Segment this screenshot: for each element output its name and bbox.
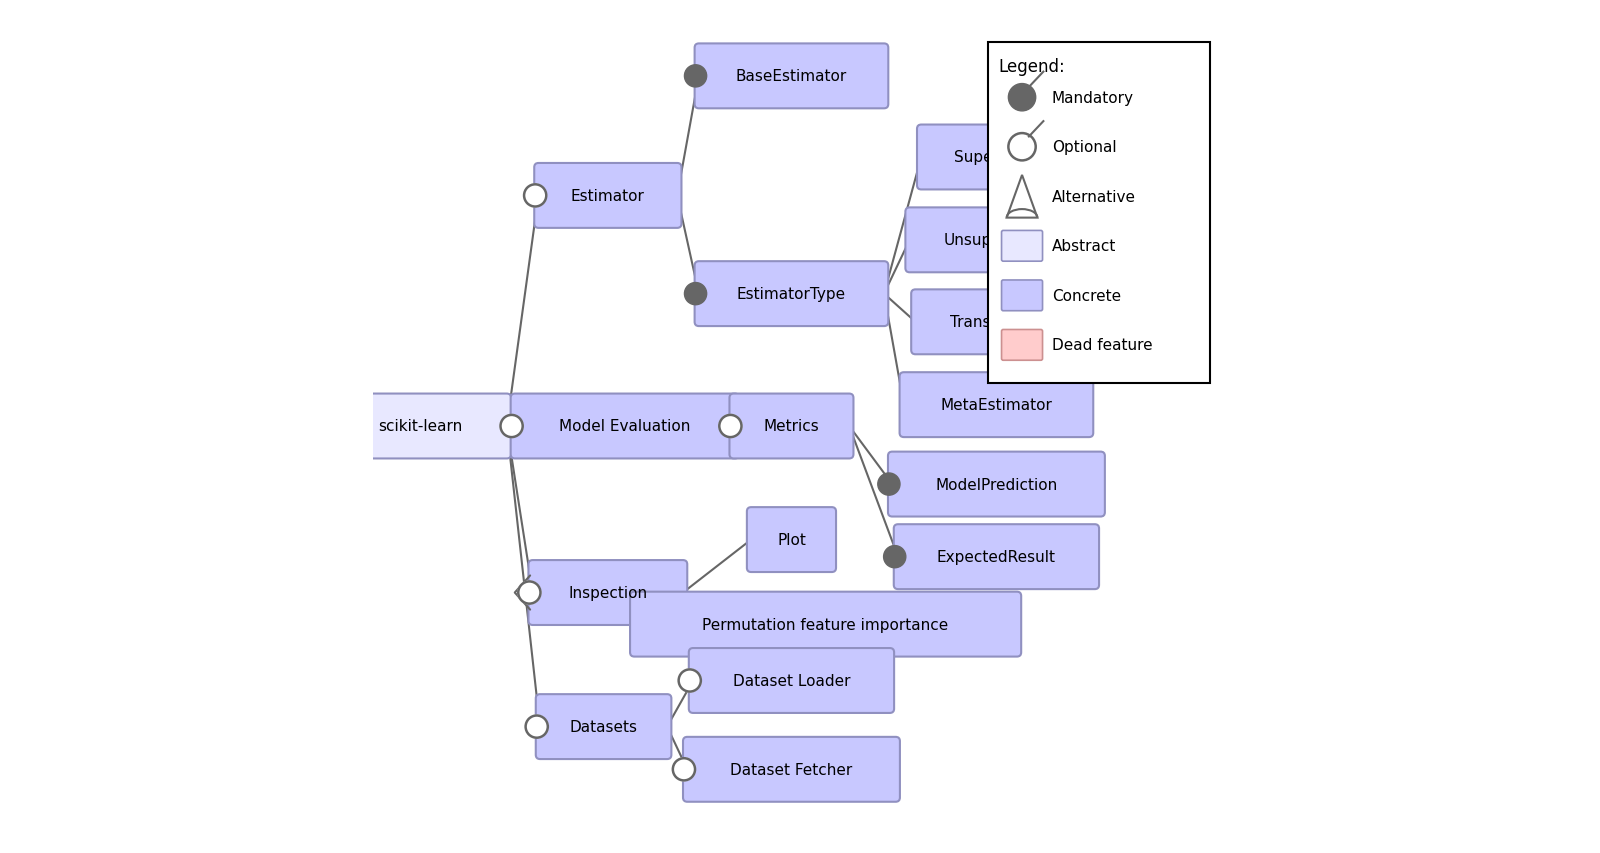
Circle shape [883,546,906,568]
Text: Mandatory: Mandatory [1051,90,1134,106]
FancyBboxPatch shape [730,394,853,459]
Text: Supervised: Supervised [954,150,1038,165]
Text: Inspection: Inspection [568,585,648,601]
FancyBboxPatch shape [534,164,682,229]
FancyBboxPatch shape [987,43,1210,384]
FancyBboxPatch shape [910,290,1082,355]
FancyBboxPatch shape [1002,330,1043,361]
Text: Legend:: Legend: [998,58,1066,76]
Circle shape [518,582,541,604]
Circle shape [1008,84,1035,112]
Circle shape [685,66,707,88]
Circle shape [878,473,901,496]
FancyBboxPatch shape [888,452,1106,517]
Text: Estimator: Estimator [571,189,645,204]
FancyBboxPatch shape [906,208,1088,273]
Circle shape [685,283,707,305]
Circle shape [526,716,547,738]
Text: Dataset Loader: Dataset Loader [733,673,850,688]
Text: Transformer: Transformer [950,315,1043,330]
Circle shape [525,185,546,207]
FancyBboxPatch shape [917,125,1075,190]
Text: BaseEstimator: BaseEstimator [736,69,846,84]
Text: Dataset Fetcher: Dataset Fetcher [730,762,853,777]
Text: Alternative: Alternative [1051,189,1136,205]
Text: Metrics: Metrics [763,419,819,434]
Circle shape [674,758,694,780]
FancyBboxPatch shape [630,592,1021,657]
Text: Plot: Plot [778,532,806,548]
FancyBboxPatch shape [683,737,899,802]
FancyBboxPatch shape [894,525,1099,589]
Circle shape [678,670,701,692]
Text: ModelPrediction: ModelPrediction [936,477,1058,492]
FancyBboxPatch shape [330,394,510,459]
FancyBboxPatch shape [528,560,688,625]
Text: EstimatorType: EstimatorType [738,287,846,302]
Text: Datasets: Datasets [570,719,637,734]
Text: Model Evaluation: Model Evaluation [560,419,691,434]
Circle shape [501,415,523,438]
FancyBboxPatch shape [694,44,888,109]
Text: scikit-learn: scikit-learn [378,419,462,434]
FancyBboxPatch shape [899,373,1093,438]
FancyBboxPatch shape [694,262,888,327]
FancyBboxPatch shape [510,394,739,459]
FancyBboxPatch shape [690,648,894,713]
Text: Permutation feature importance: Permutation feature importance [702,617,949,632]
Text: MetaEstimator: MetaEstimator [941,397,1053,413]
Text: Abstract: Abstract [1051,239,1117,254]
Circle shape [1008,134,1035,161]
FancyBboxPatch shape [1002,231,1043,262]
Text: ExpectedResult: ExpectedResult [938,549,1056,565]
Text: Dead feature: Dead feature [1051,338,1152,353]
FancyBboxPatch shape [1002,281,1043,311]
FancyBboxPatch shape [536,694,672,759]
Text: Unsupervised: Unsupervised [944,233,1048,248]
Text: Concrete: Concrete [1051,288,1122,304]
Circle shape [720,415,741,438]
FancyBboxPatch shape [747,508,837,572]
Text: Optional: Optional [1051,140,1117,155]
